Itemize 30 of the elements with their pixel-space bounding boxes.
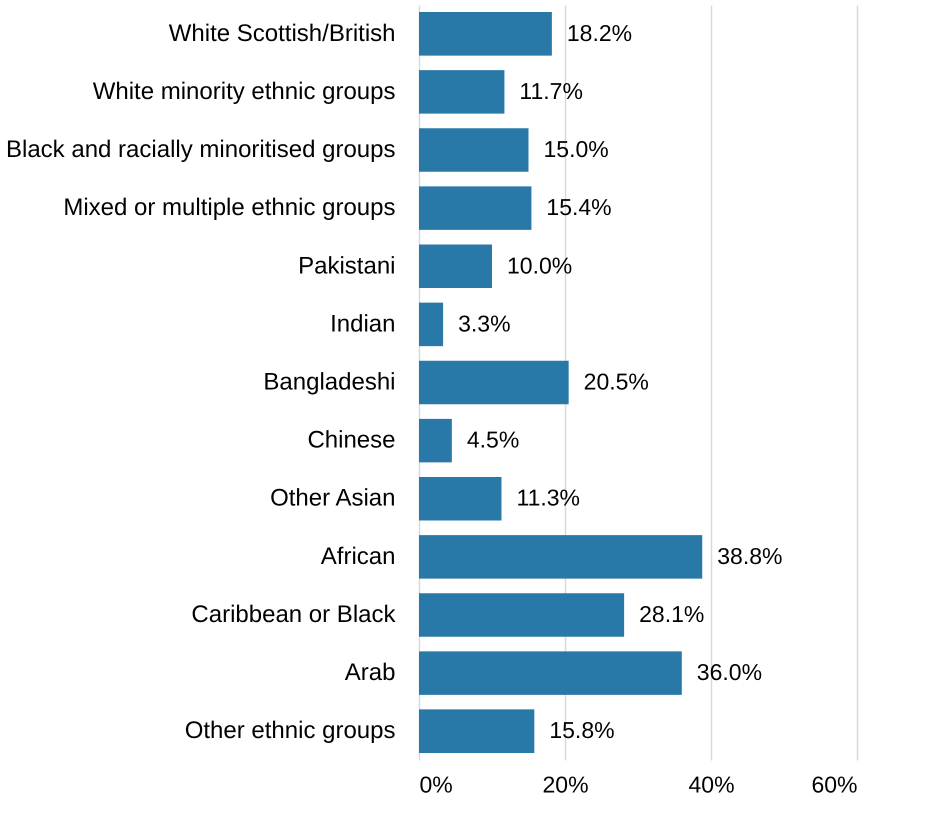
y-tick-label: Bangladeshi: [263, 368, 396, 396]
data-label: 11.3%: [516, 484, 580, 511]
y-tick-label: Other ethnic groups: [184, 717, 396, 744]
data-label: 36.0%: [696, 659, 762, 686]
y-tick-label: Mixed or multiple ethnic groups: [63, 194, 396, 222]
data-label: 11.7%: [519, 78, 583, 104]
data-label: 3.3%: [458, 310, 511, 336]
x-tick-label: 0%: [420, 772, 453, 798]
x-tick-label: 20%: [542, 772, 589, 798]
data-label: 15.8%: [549, 717, 615, 744]
y-tick-label: White minority ethnic groups: [92, 78, 396, 105]
data-label: 4.5%: [466, 426, 520, 453]
x-tick-label: 40%: [688, 772, 735, 798]
data-label: 15.0%: [544, 136, 609, 162]
data-label: 28.1%: [639, 600, 704, 627]
data-label: 38.8%: [717, 542, 782, 569]
y-tick-label: Arab: [344, 659, 396, 686]
y-tick-label: Caribbean or Black: [191, 600, 396, 628]
y-tick-label: Chinese: [307, 426, 396, 454]
data-label: 20.5%: [584, 368, 649, 394]
y-tick-label: Black and racially minoritised groups: [6, 136, 396, 164]
y-tick-label: African: [320, 542, 396, 570]
data-label: 10.0%: [507, 252, 572, 278]
y-tick-label: Indian: [330, 310, 396, 338]
data-label: 18.2%: [566, 20, 632, 46]
y-tick-label: Pakistani: [298, 252, 396, 280]
y-tick-label: Other Asian: [270, 484, 396, 512]
y-tick-label: White Scottish/British: [168, 20, 396, 47]
data-label: 15.4%: [546, 194, 612, 220]
x-tick-label: 60%: [811, 772, 858, 798]
